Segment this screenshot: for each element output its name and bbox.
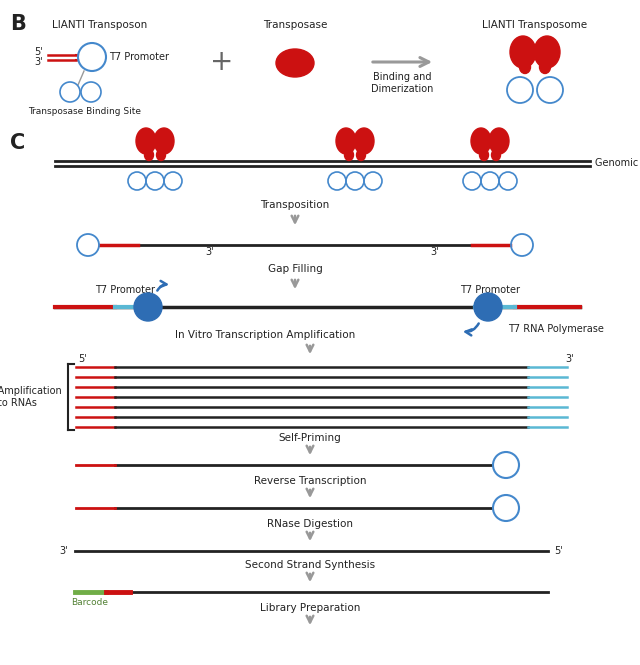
FancyArrowPatch shape [465, 323, 479, 335]
Ellipse shape [540, 61, 550, 74]
Text: Binding and
Dimerization: Binding and Dimerization [371, 72, 433, 94]
Circle shape [134, 293, 162, 321]
Ellipse shape [344, 150, 353, 160]
Ellipse shape [356, 150, 365, 160]
Text: +: + [211, 48, 234, 76]
Text: B: B [10, 14, 26, 34]
Text: 3': 3' [60, 546, 68, 556]
Ellipse shape [510, 36, 536, 68]
Ellipse shape [157, 150, 166, 160]
Text: Gap Filling: Gap Filling [268, 264, 323, 274]
Text: T7 Promoter: T7 Promoter [460, 285, 520, 295]
Text: 3': 3' [35, 57, 43, 67]
FancyArrowPatch shape [157, 281, 166, 291]
Text: Linear Amplification
into RNAs: Linear Amplification into RNAs [0, 386, 62, 408]
Text: T7 Promoter: T7 Promoter [109, 52, 169, 62]
Ellipse shape [520, 61, 531, 74]
Text: Genomic DNA: Genomic DNA [595, 158, 640, 168]
Text: Self-Priming: Self-Priming [278, 433, 341, 443]
Ellipse shape [136, 128, 156, 154]
Text: RNase Digestion: RNase Digestion [267, 519, 353, 529]
Text: Reverse Transcription: Reverse Transcription [253, 476, 366, 486]
Text: T7 RNA Polymerase: T7 RNA Polymerase [508, 324, 604, 334]
Text: LIANTI Transposon: LIANTI Transposon [52, 20, 148, 30]
Text: 3': 3' [565, 354, 573, 364]
Text: LIANTI Transposome: LIANTI Transposome [483, 20, 588, 30]
Text: 5': 5' [78, 354, 87, 364]
Text: Transposition: Transposition [260, 200, 330, 210]
Ellipse shape [471, 128, 491, 154]
Text: Transposase: Transposase [263, 20, 327, 30]
Ellipse shape [492, 150, 500, 160]
Ellipse shape [276, 49, 314, 77]
Text: C: C [10, 133, 25, 153]
Circle shape [474, 293, 502, 321]
Text: 3': 3' [205, 247, 214, 257]
Text: 5': 5' [35, 47, 43, 57]
Text: In Vitro Transcription Amplification: In Vitro Transcription Amplification [175, 330, 355, 340]
Text: Second Strand Synthesis: Second Strand Synthesis [245, 560, 375, 570]
Text: Barcode: Barcode [72, 598, 109, 607]
Text: T7 Promoter: T7 Promoter [95, 285, 155, 295]
Text: Transposase Binding Site: Transposase Binding Site [29, 107, 141, 116]
Ellipse shape [479, 150, 488, 160]
Text: 5': 5' [554, 546, 563, 556]
Ellipse shape [534, 36, 560, 68]
Text: 3': 3' [431, 247, 439, 257]
Ellipse shape [354, 128, 374, 154]
Ellipse shape [489, 128, 509, 154]
Ellipse shape [145, 150, 154, 160]
Ellipse shape [336, 128, 356, 154]
Ellipse shape [154, 128, 174, 154]
Text: Library Preparation: Library Preparation [260, 603, 360, 613]
